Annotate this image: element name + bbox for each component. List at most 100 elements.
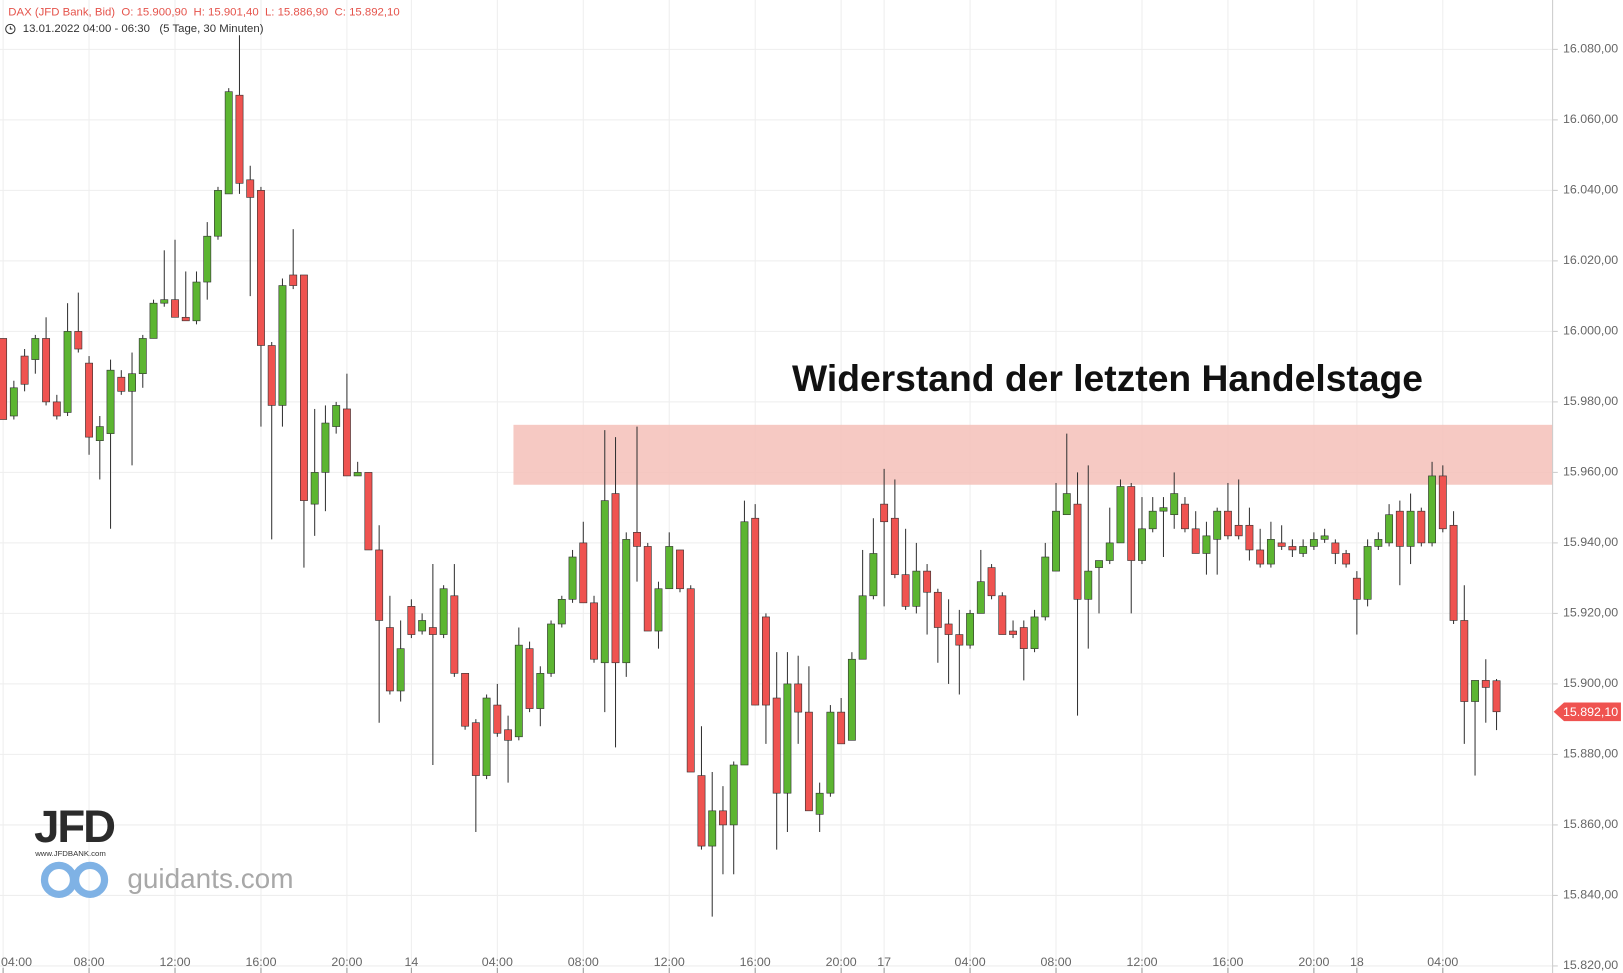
x-tick-label: 20:00 xyxy=(826,955,857,969)
candle-body xyxy=(1395,510,1404,547)
candle-body xyxy=(332,405,341,427)
candle-body xyxy=(1138,528,1146,561)
candle-body xyxy=(1320,535,1329,540)
candle-body xyxy=(1352,577,1361,600)
candle-body xyxy=(224,91,233,195)
candle-body xyxy=(772,697,781,794)
candle-body xyxy=(504,729,513,741)
resistance-zone xyxy=(513,424,1553,485)
x-tick-label: 04:00 xyxy=(1,955,32,969)
candle-body xyxy=(1449,524,1458,621)
candle-body xyxy=(751,517,760,706)
candle-body xyxy=(300,274,308,501)
y-tick-label: 15.980,00 xyxy=(1563,394,1618,408)
candle-body xyxy=(1213,510,1222,540)
candle-body xyxy=(686,588,695,773)
candle-body xyxy=(1030,616,1039,649)
candle-body xyxy=(1191,528,1200,554)
candle-body xyxy=(783,683,792,794)
candle-body xyxy=(654,588,663,632)
candle-body xyxy=(1492,680,1501,713)
candle-body xyxy=(1374,539,1383,547)
candle-body xyxy=(1288,546,1297,551)
candle-body xyxy=(525,648,534,709)
y-tick-label: 15.940,00 xyxy=(1563,535,1618,549)
x-tick-label: 04:00 xyxy=(955,955,986,969)
x-tick-label: 04:00 xyxy=(1427,955,1458,969)
y-tick-label: 16.040,00 xyxy=(1563,183,1618,197)
candle-body xyxy=(1095,560,1103,568)
candle-body xyxy=(95,426,104,441)
candle-body xyxy=(407,606,416,635)
candle-body xyxy=(643,546,652,632)
candle-body xyxy=(450,595,459,674)
candle-body xyxy=(1181,503,1189,530)
candle-body xyxy=(998,595,1007,635)
candle-body xyxy=(74,331,83,350)
candle-body xyxy=(106,369,115,434)
candle-body xyxy=(966,613,975,646)
candle-body xyxy=(890,517,899,575)
candle-body xyxy=(1223,510,1232,537)
candle-body xyxy=(9,387,18,417)
candle-body xyxy=(1009,630,1017,635)
candle-body xyxy=(547,623,555,674)
candle-body xyxy=(493,704,502,734)
jfd-logo: JFD xyxy=(34,801,114,852)
candle-body xyxy=(1019,627,1028,649)
candle-body xyxy=(1438,475,1447,530)
candle-body xyxy=(1299,546,1308,554)
candle-body xyxy=(1266,539,1275,565)
candle-body xyxy=(826,711,835,794)
candle-body xyxy=(557,598,566,625)
candle-body xyxy=(1417,510,1426,544)
candle-body xyxy=(633,532,641,547)
x-tick-label: 20:00 xyxy=(1298,955,1329,969)
candle-body xyxy=(31,338,40,360)
last-price-label: 15.892,10 xyxy=(1563,705,1618,719)
candle-body xyxy=(976,581,985,614)
candle-body xyxy=(697,775,706,847)
candle-body xyxy=(235,94,244,184)
candle-body xyxy=(0,338,8,420)
candle-body xyxy=(536,673,545,709)
candle-body xyxy=(257,190,265,346)
candle-body xyxy=(428,627,437,635)
candle-body xyxy=(342,408,351,477)
candle-body xyxy=(1406,510,1415,547)
x-tick-label: 12:00 xyxy=(159,955,190,969)
candle-body xyxy=(246,179,255,198)
x-tick-label: 16:00 xyxy=(1212,955,1243,969)
candle-body xyxy=(847,658,856,741)
candle-body xyxy=(42,338,51,403)
candle-body xyxy=(590,602,598,660)
candle-body xyxy=(1127,486,1136,561)
candle-body xyxy=(869,553,878,597)
candle-body xyxy=(203,235,212,283)
candle-body xyxy=(568,556,577,600)
candle-body xyxy=(622,539,631,664)
y-tick-label: 15.880,00 xyxy=(1563,747,1618,761)
candle-body xyxy=(815,792,824,815)
candle-body xyxy=(128,373,136,392)
y-tick-label: 16.000,00 xyxy=(1563,324,1618,338)
candle-body xyxy=(1331,542,1340,554)
y-tick-label: 16.060,00 xyxy=(1563,112,1618,126)
last-price-tag xyxy=(1553,702,1621,722)
zone-layer: Widerstand der letzten Handelstage xyxy=(513,357,1553,485)
candle-body xyxy=(1481,680,1490,688)
candle-body xyxy=(1385,514,1394,544)
x-tick-label: 20:00 xyxy=(331,955,362,969)
candle-body xyxy=(1105,542,1114,561)
candle-body xyxy=(396,648,405,692)
candle-body xyxy=(20,355,29,385)
candle-body xyxy=(1460,620,1469,702)
candle-body xyxy=(353,472,362,477)
candle-body xyxy=(1159,507,1168,512)
candle-body xyxy=(762,616,770,706)
candle-body xyxy=(729,764,738,826)
candle-body xyxy=(1234,524,1243,537)
candle-body xyxy=(85,362,93,438)
candle-body xyxy=(1342,553,1351,565)
